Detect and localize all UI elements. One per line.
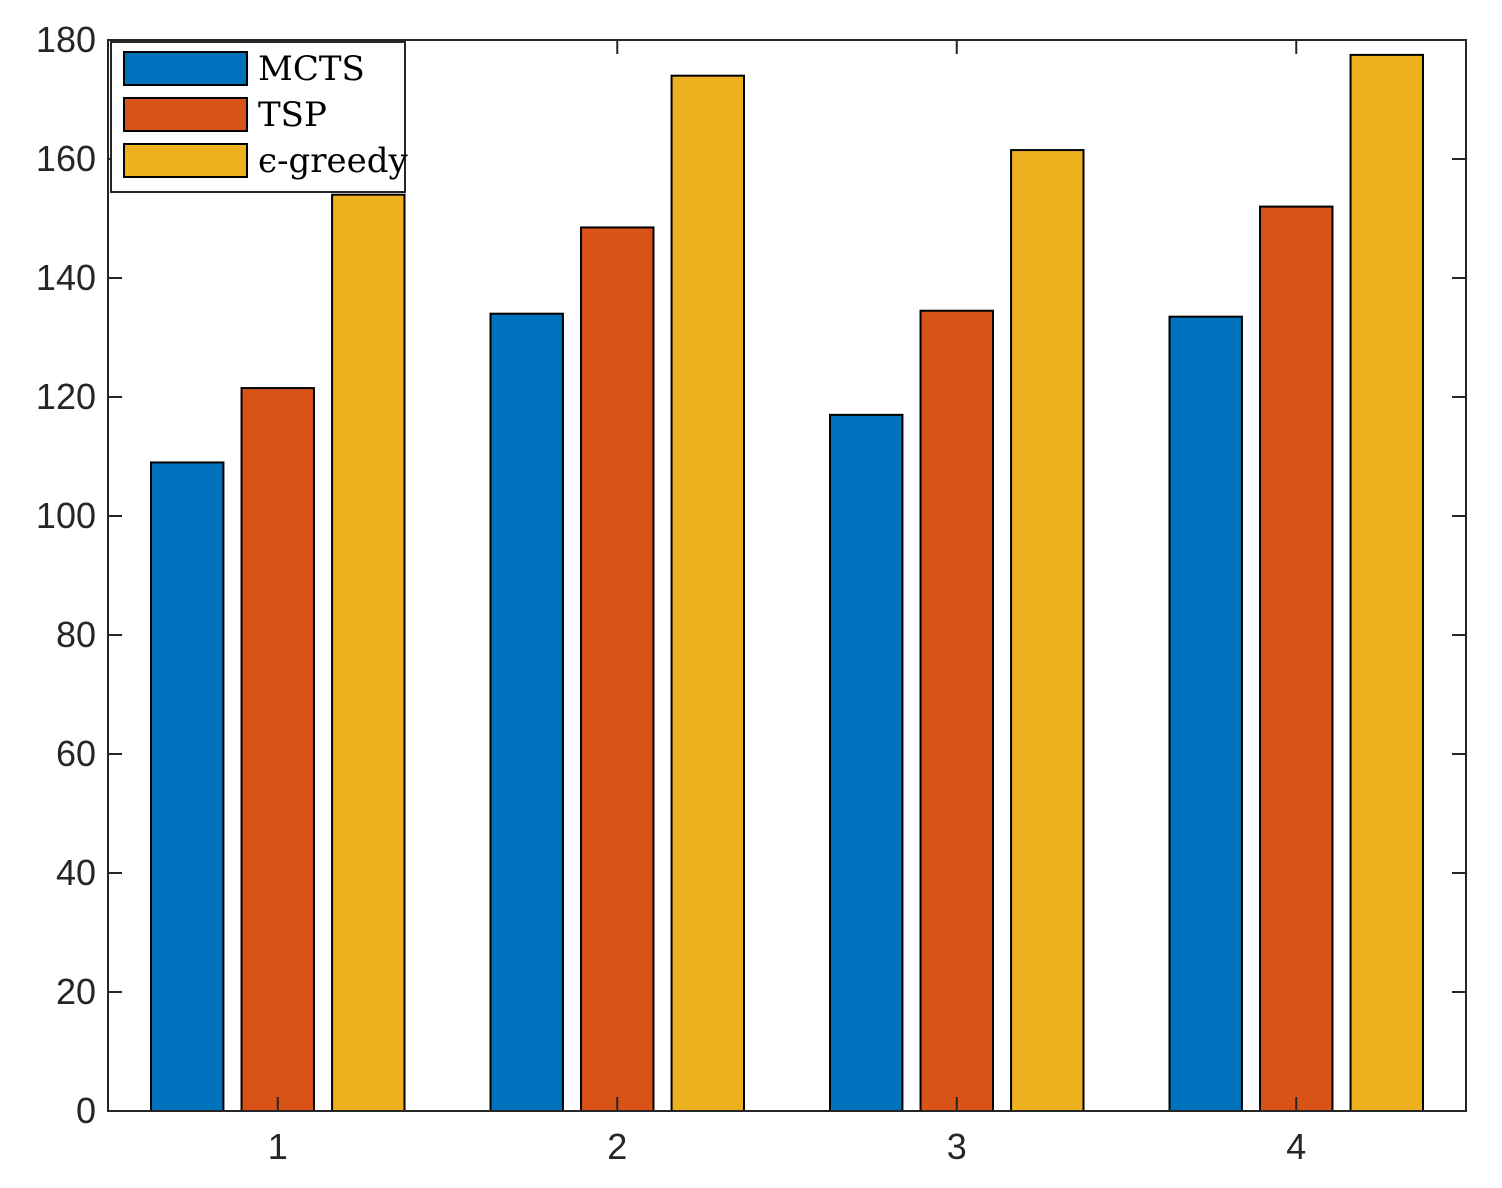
axes-layer: 0 20 40 60 80 100 120 140 160 180 1 2 3 4 (36, 19, 1467, 1167)
bar-greedy-1 (331, 193, 406, 1112)
legend-label-2: TSP (258, 95, 327, 135)
x-tick-label: 2 (607, 1126, 627, 1167)
bar-mcts-3 (829, 413, 904, 1113)
y-tick-label: 20 (56, 971, 96, 1012)
y-tick-label: 40 (56, 852, 96, 893)
y-tick-label: 160 (36, 138, 96, 179)
bar-greedy-3 (1010, 149, 1085, 1112)
x-tick-label: 3 (947, 1126, 967, 1167)
y-tick-label: 100 (36, 495, 96, 536)
bar-mcts-2 (489, 312, 564, 1112)
y-tick-label: 140 (36, 257, 96, 298)
bar-greedy-4 (1349, 53, 1424, 1113)
bar-mcts-1 (150, 461, 225, 1112)
legend-swatch-3 (123, 143, 248, 178)
bar-greedy-2 (670, 74, 746, 1113)
bar-mcts-4 (1168, 315, 1243, 1113)
bar-tsp-4 (1259, 205, 1334, 1113)
y-tick-label: 180 (36, 19, 96, 60)
y-tick-label: 0 (76, 1090, 96, 1131)
legend-label-3: ϵ-greedy (258, 141, 409, 181)
legend-label-1: MCTS (258, 49, 365, 89)
legend-swatch-2 (123, 97, 248, 132)
x-tick-label: 4 (1286, 1126, 1306, 1167)
axes-box (107, 39, 1467, 1112)
bar-tsp-1 (240, 387, 315, 1112)
bar-tsp-2 (580, 226, 655, 1112)
legend: MCTS TSP ϵ-greedy (110, 41, 409, 193)
legend-swatch-1 (123, 51, 248, 86)
x-tick-label: 1 (268, 1126, 288, 1167)
y-tick-label: 120 (36, 376, 96, 417)
y-tick-label: 60 (56, 733, 96, 774)
y-tick-label: 80 (56, 614, 96, 655)
bar-tsp-3 (919, 309, 994, 1113)
bars-layer (150, 53, 1424, 1113)
